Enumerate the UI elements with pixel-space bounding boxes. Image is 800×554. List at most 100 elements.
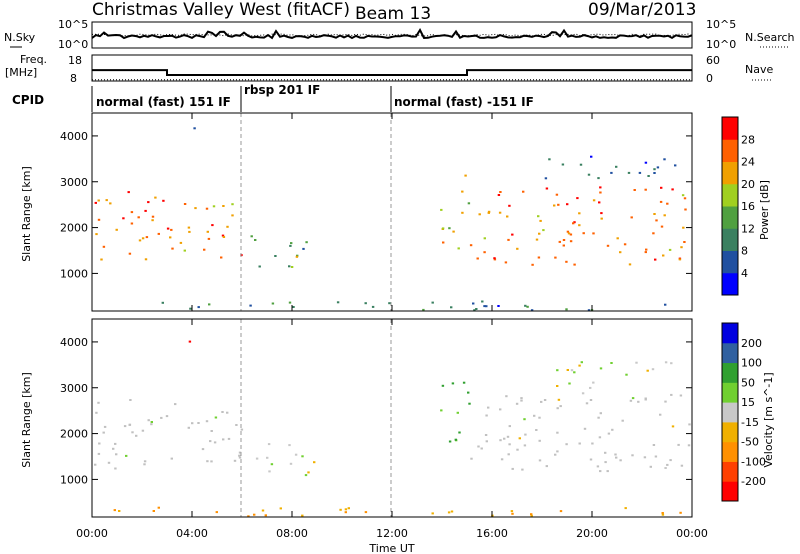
scatter-cell: [231, 214, 234, 217]
scatter-cell: [662, 254, 665, 257]
scatter-cell: [250, 235, 253, 238]
scatter-cell: [583, 427, 587, 430]
colorbar-tick-label: 4: [741, 267, 748, 280]
scatter-cell: [205, 207, 209, 210]
scatter-cell: [565, 260, 568, 263]
scatter-cell: [569, 240, 573, 243]
scatter-cell: [221, 234, 225, 237]
scatter-cell: [144, 209, 147, 212]
scatter-cell: [138, 239, 142, 242]
scatter-cell: [461, 211, 464, 214]
scatter-cell: [130, 211, 134, 214]
colorbar-tick-label: -50: [741, 436, 759, 449]
scatter-cell: [147, 419, 150, 422]
scatter-cell: [213, 441, 217, 444]
scatter-cell: [555, 193, 559, 196]
scatter-cell: [671, 425, 675, 428]
scatter-cell: [151, 215, 155, 218]
scatter-cell: [183, 249, 186, 252]
colorbar-tick-label: 24: [741, 156, 755, 169]
scatter-cell: [261, 509, 265, 512]
scatter-cell: [654, 258, 657, 261]
scatter-cell: [189, 307, 192, 310]
scatter-cell: [274, 255, 277, 257]
scatter-cell: [227, 437, 231, 440]
scatter-cell: [483, 305, 486, 308]
scatter-cell: [431, 512, 434, 515]
scatter-cell: [214, 416, 218, 419]
colorbar-frame: [721, 116, 739, 296]
scatter-cell: [221, 411, 224, 413]
scatter-cell: [112, 447, 115, 450]
scatter-cell: [666, 463, 669, 466]
scatter-cell: [122, 217, 125, 220]
scatter-cell: [288, 444, 291, 447]
scatter-cell: [578, 364, 581, 367]
scatter-cell: [545, 187, 549, 190]
scatter-cell: [441, 227, 445, 230]
scatter-cell: [450, 510, 454, 513]
ytick-label: 1000: [60, 473, 88, 486]
velocity-scatter-layer: [94, 340, 691, 518]
scatter-cell: [544, 177, 548, 180]
colorbar-segment: [722, 183, 738, 207]
scatter-cell: [470, 457, 473, 460]
scatter-cell: [166, 227, 170, 230]
nave-tick-bottom: 0: [706, 72, 713, 85]
scatter-cell: [559, 510, 563, 513]
scatter-cell: [150, 423, 153, 426]
scatter-cell: [538, 439, 541, 442]
scatter-cell: [579, 163, 583, 166]
scatter-cell: [179, 241, 183, 244]
scatter-cell: [624, 507, 627, 510]
scatter-cell: [197, 306, 200, 309]
scatter-cell: [600, 217, 603, 220]
nave-label: Nave: [745, 63, 773, 76]
scatter-cell: [573, 371, 576, 374]
scatter-cell: [301, 514, 304, 517]
noise-left-tick-bottom: 10^0: [58, 38, 88, 51]
scatter-cell: [499, 439, 502, 442]
scatter-cell: [569, 233, 573, 236]
scatter-cell: [95, 411, 98, 414]
scatter-cell: [336, 301, 340, 304]
scatter-cell: [567, 232, 571, 235]
scatter-cell: [606, 470, 609, 473]
scatter-cell: [115, 453, 118, 456]
colorbar-tick-label: -100: [741, 455, 766, 468]
cpid-mode-2: normal (fast) -151 IF: [394, 95, 534, 109]
scatter-cell: [240, 428, 244, 431]
scatter-cell: [102, 431, 105, 434]
ytick-label: 4000: [60, 336, 88, 349]
scatter-cell: [288, 301, 292, 304]
scatter-cell: [581, 392, 585, 395]
scatter-cell: [664, 467, 667, 469]
scatter-cell: [589, 458, 593, 461]
scatter-cell: [523, 444, 527, 447]
scatter-cell: [344, 508, 348, 511]
scatter-cell: [211, 224, 214, 227]
scatter-cell: [633, 189, 636, 191]
scatter-cell: [656, 166, 660, 169]
scatter-cell: [565, 308, 568, 311]
freq-tick-top: 18: [68, 54, 82, 67]
scatter-cell: [187, 226, 191, 229]
colorbar-segment: [722, 250, 738, 274]
xtick-label: 16:00: [476, 527, 508, 540]
scatter-cell: [597, 416, 600, 419]
cpid-mode-0: normal (fast) 151 IF: [96, 95, 231, 109]
scatter-cell: [388, 302, 391, 305]
power-ylabel: Slant Range [km]: [20, 166, 33, 262]
scatter-cell: [592, 199, 596, 202]
scatter-cell: [655, 219, 658, 222]
velocity-ylabel: Slant Range [km]: [20, 372, 33, 468]
scatter-cell: [659, 413, 662, 416]
colorbar-segment: [722, 206, 738, 229]
scatter-cell: [589, 399, 593, 401]
power-scatter-layer: [94, 127, 687, 312]
scatter-cell: [559, 405, 562, 408]
scatter-cell: [610, 362, 613, 364]
scatter-cell: [558, 240, 561, 243]
scatter-cell: [215, 511, 218, 514]
